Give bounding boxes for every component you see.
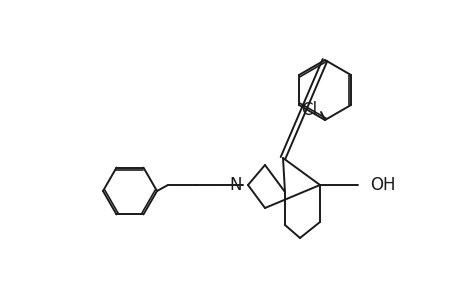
Text: Cl: Cl (300, 101, 316, 119)
Text: OH: OH (369, 176, 395, 194)
Text: N: N (229, 176, 241, 194)
